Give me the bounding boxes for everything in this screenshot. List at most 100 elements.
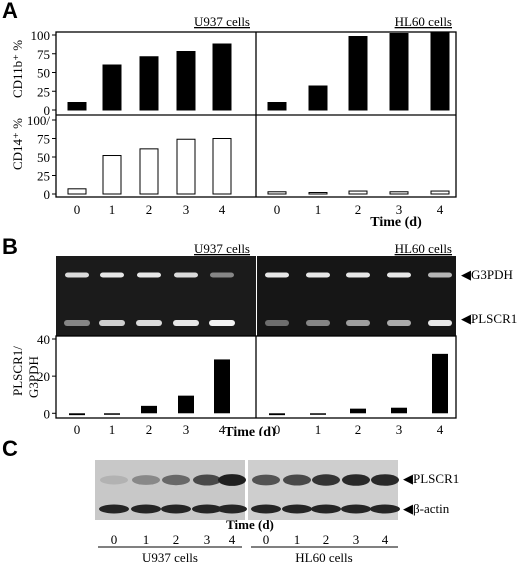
gel-band-plscr1-hl60-1: [306, 320, 330, 326]
ytick-label-u937-cd11b-2: 50: [37, 66, 50, 81]
bar-u937-cd14-1: [102, 155, 122, 195]
bar-hl60-cd11b-0: [267, 102, 287, 111]
bar-u937-cd14-3: [176, 138, 196, 195]
blot-band-plscr1-u937-3: [193, 474, 221, 486]
xtick-label-a-u937-3: 3: [183, 202, 190, 217]
gel-band-plscr1-hl60-2: [346, 320, 370, 326]
gel-band-g3pdh-u937-4: [210, 272, 234, 278]
time-axis-label-a: Time (d): [370, 215, 422, 230]
ytick-label-u937-plscr1-20: 20: [37, 369, 50, 384]
bar-hl60-cd14-4: [430, 190, 450, 195]
xtick-label-b-hl60-plscr1-3: 3: [396, 422, 403, 436]
lane-label-hl60-4: 4: [382, 532, 389, 547]
ytick-label-u937-cd14-2: 50: [37, 150, 50, 165]
ytick-label-u937-cd11b-3: 75: [37, 47, 50, 62]
gel-band-g3pdh-hl60-1: [306, 272, 330, 278]
xtick-label-b-hl60-plscr1-0: 0: [274, 422, 281, 436]
blot-band-actin-hl60-1: [282, 504, 312, 514]
xtick-label-b-hl60-plscr1-2: 2: [355, 422, 362, 436]
lane-label-hl60-0: 0: [263, 532, 270, 547]
blot-band-plscr1-hl60-3: [342, 474, 370, 486]
xtick-label-b-u937-plscr1-0: 0: [74, 422, 81, 436]
gel-band-plscr1-hl60-4: [428, 320, 452, 326]
bar-hl60-cd11b-3: [389, 33, 409, 111]
time-axis-label-b: Time (d): [224, 425, 276, 436]
gel-band-plscr1-hl60-0: [265, 320, 289, 326]
lane-label-u937-3: 3: [204, 532, 211, 547]
gel-band-plscr1-u937-0: [64, 320, 90, 326]
blot-band-actin-u937-0: [99, 504, 129, 514]
bar-hl60-plscr1-1: [310, 413, 326, 415]
lane-label-hl60-2: 2: [323, 532, 330, 547]
lane-label-u937-1: 1: [143, 532, 150, 547]
chart-title-u937-a: U937 cells: [194, 14, 250, 29]
ytick-label-u937-cd11b-0: 0: [44, 103, 51, 118]
ytick-label-u937-cd11b-4: 100: [31, 28, 51, 43]
blot-band-plscr1-hl60-4: [371, 474, 399, 486]
bar-hl60-cd14-3: [389, 191, 409, 195]
blot-band-plscr1-u937-0: [100, 475, 128, 485]
gel-title-u937-b: U937 cells: [194, 241, 250, 256]
blot-band-actin-hl60-0: [251, 504, 281, 514]
marker-g3pdh: ◀G3PDH: [461, 267, 513, 282]
ylabel-g3pdh: G3PDH: [26, 356, 41, 398]
blot-band-actin-u937-3: [192, 504, 222, 514]
bar-u937-plscr1-2: [141, 405, 157, 414]
xtick-label-b-hl60-plscr1-4: 4: [437, 422, 444, 436]
blot-band-actin-hl60-2: [311, 504, 341, 514]
bar-u937-cd14-0: [67, 188, 87, 195]
panel-b-gel-and-charts: U937 cells HL60 cells ◀G3PDH ◀PLSCR1 020…: [10, 241, 517, 436]
gel-band-g3pdh-u937-1: [100, 272, 124, 278]
chart-title-hl60-a: HL60 cells: [395, 14, 452, 29]
ylabel-cd14: CD14⁺ %: [10, 118, 25, 170]
bar-u937-cd11b-1: [102, 64, 122, 111]
gel-band-g3pdh-hl60-0: [265, 272, 289, 278]
gel-band-g3pdh-u937-3: [174, 272, 198, 278]
bar-u937-cd11b-2: [139, 56, 159, 111]
gel-band-g3pdh-hl60-2: [346, 272, 370, 278]
bar-u937-plscr1-0: [69, 413, 85, 416]
gel-band-plscr1-u937-2: [136, 320, 162, 326]
xtick-label-a-hl60-1: 1: [315, 202, 322, 217]
bar-u937-cd14-2: [139, 148, 159, 195]
xtick-label-a-hl60-4: 4: [437, 202, 444, 217]
xtick-label-a-u937-2: 2: [146, 202, 153, 217]
xtick-label-b-u937-plscr1-4: 4: [219, 422, 226, 436]
ylabel-cd11b: CD11b⁺ %: [10, 40, 25, 98]
group-label-u937: U937 cells: [142, 550, 198, 565]
bar-hl60-cd14-2: [348, 190, 368, 195]
panel-c-western-blot: ◀PLSCR1 ◀β-actin Time (d) 0 1 2 3 4 0 1 2 3 4 U93…: [95, 460, 459, 565]
gel-title-hl60-b: HL60 cells: [395, 241, 452, 256]
bar-hl60-plscr1-0: [269, 413, 285, 416]
bar-hl60-plscr1-4: [432, 353, 448, 414]
bar-u937-cd11b-0: [67, 102, 87, 111]
bar-hl60-cd11b-2: [348, 36, 368, 111]
bar-u937-cd11b-4: [212, 43, 232, 111]
gel-band-g3pdh-u937-0: [65, 272, 89, 278]
ytick-label-u937-cd14-1: 25: [37, 169, 50, 184]
gel-band-plscr1-hl60-3: [387, 320, 411, 326]
blot-band-actin-u937-1: [131, 504, 161, 514]
blot-band-plscr1-u937-1: [132, 475, 160, 485]
bar-u937-cd14-4: [212, 138, 232, 195]
gel-band-g3pdh-hl60-4: [428, 272, 452, 278]
xtick-label-b-u937-plscr1-3: 3: [183, 422, 190, 436]
blot-band-plscr1-hl60-2: [312, 474, 340, 486]
marker-plscr1-b: ◀PLSCR1: [461, 311, 517, 326]
bar-u937-plscr1-1: [104, 413, 120, 415]
xtick-label-b-hl60-plscr1-1: 1: [315, 422, 322, 436]
xtick-label-a-hl60-2: 2: [355, 202, 362, 217]
ytick-label-u937-cd11b-1: 25: [37, 84, 50, 99]
ytick-label-u937-cd14-3: 75: [37, 132, 50, 147]
ytick-label-u937-plscr1-40: 40: [37, 332, 50, 347]
xtick-label-a-hl60-0: 0: [274, 202, 281, 217]
xtick-label-a-hl60-3: 3: [396, 202, 403, 217]
bar-hl60-cd14-1: [308, 192, 328, 195]
bar-u937-plscr1-3: [178, 395, 194, 414]
ytick-label-u937-cd14-0: 0: [44, 187, 51, 202]
bar-hl60-cd11b-1: [308, 85, 328, 111]
panel-letter-c: C: [2, 436, 18, 461]
xtick-label-a-u937-1: 1: [109, 202, 116, 217]
blot-band-plscr1-u937-2: [162, 474, 190, 486]
